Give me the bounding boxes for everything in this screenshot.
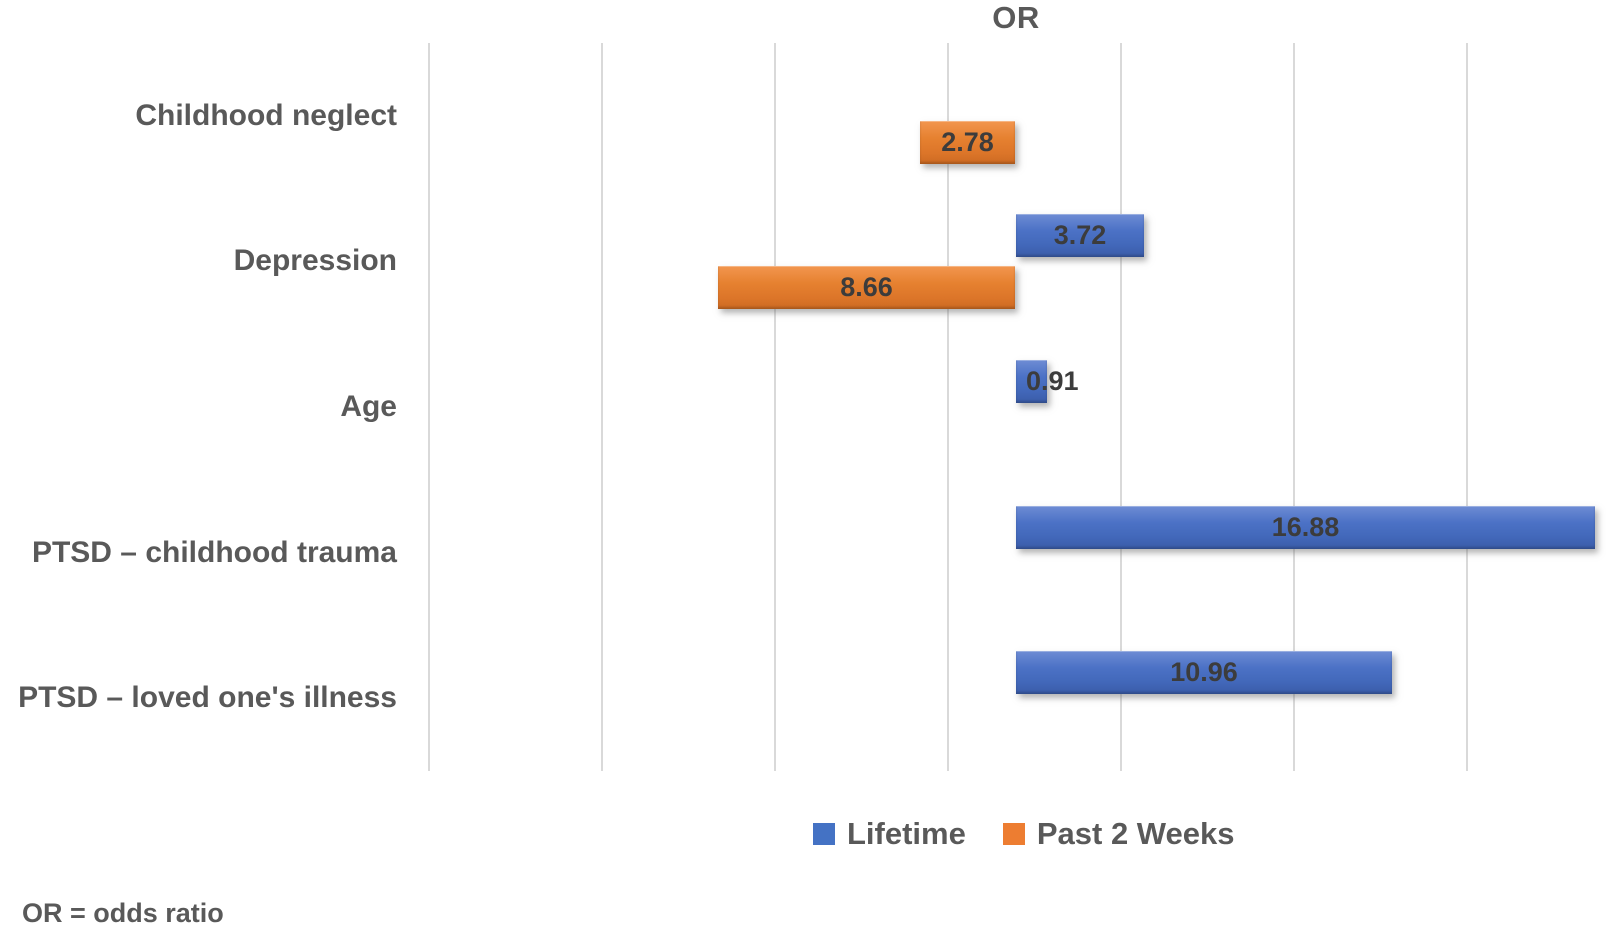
- gridline: [1293, 43, 1295, 771]
- legend-label: Lifetime: [847, 816, 966, 851]
- category-label-ptsd-childhood-trauma: PTSD – childhood trauma: [31, 536, 397, 569]
- vertical-axis-line: [1013, 43, 1017, 771]
- bar-value-label: 16.88: [1271, 512, 1340, 542]
- legend-item-lifetime: Lifetime: [813, 816, 966, 852]
- bar-lifetime-depression: 3.72: [1016, 214, 1144, 257]
- bar-value-label: 2.78: [941, 127, 994, 157]
- gridline: [1466, 43, 1468, 771]
- legend-swatch-icon: [813, 823, 835, 845]
- gridline: [428, 43, 430, 771]
- gridline: [774, 43, 776, 771]
- bar-value-label: 10.96: [1170, 657, 1238, 687]
- bar-value-label: 3.72: [1053, 220, 1107, 250]
- legend-item-past-2-weeks: Past 2 Weeks: [1002, 816, 1235, 852]
- category-label-childhood-neglect: Childhood neglect: [135, 99, 397, 132]
- legend: Lifetime Past 2 Weeks: [813, 816, 1234, 852]
- value-axis-title: OR: [992, 0, 1040, 35]
- category-label-age: Age: [340, 390, 397, 423]
- bar-past-2-weeks-depression: 8.66: [718, 266, 1015, 309]
- bar-lifetime-age: 0.91: [1016, 360, 1079, 403]
- footnote: OR = odds ratio: [22, 898, 224, 928]
- bar-past-2-weeks-childhood-neglect: 2.78: [920, 121, 1015, 164]
- gridline: [947, 43, 949, 771]
- bar-lifetime-ptsd-childhood-trauma: 16.88: [1016, 506, 1595, 549]
- legend-label: Past 2 Weeks: [1036, 816, 1235, 851]
- category-label-depression: Depression: [233, 244, 397, 277]
- legend-swatch-icon: [1002, 823, 1025, 845]
- bar-value-label: 8.66: [840, 272, 893, 302]
- gridline: [601, 43, 603, 771]
- gridline: [1120, 43, 1122, 771]
- bar-lifetime-ptsd-loved-one-s-illness: 10.96: [1016, 651, 1392, 694]
- category-label-ptsd-loved-one-s-illness: PTSD – loved one's illness: [18, 681, 397, 714]
- bar-value-label: 0.91: [1026, 366, 1079, 396]
